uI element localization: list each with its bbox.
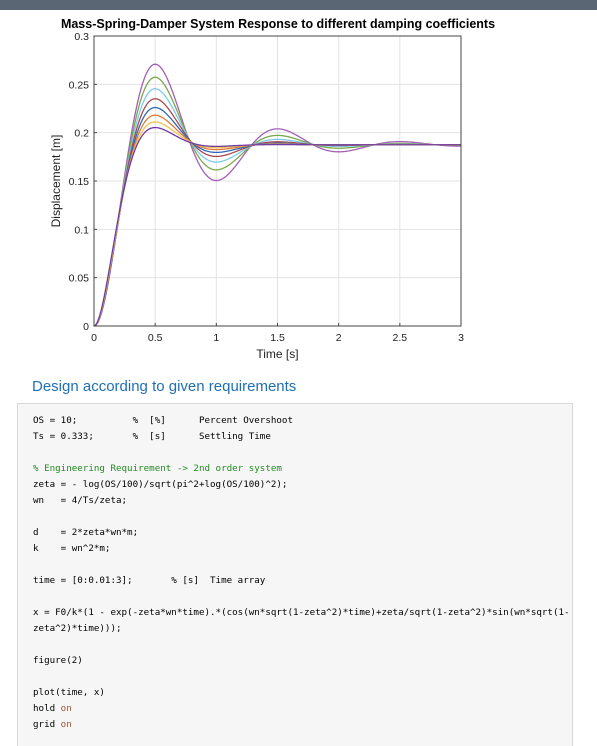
code-line: d = 2*zeta*wn*m; [33,527,139,538]
y-axis-label: Displacement [m] [49,135,63,228]
y-tick-label: 0 [83,321,89,333]
blank-line [33,509,572,525]
x-tick-label: 1 [213,332,219,344]
code-line: plot(time, x) [33,687,105,698]
figure: Mass-Spring-Damper System Response to di… [0,10,597,370]
y-tick-label: 0.15 [69,176,90,188]
code-text: grid [33,719,61,730]
code-line: hold on [33,701,572,717]
code-line: k = wn^2*m; [33,543,111,554]
code-line: grid on [33,717,572,733]
blank-line [33,669,572,685]
x-tick-label: 3 [458,332,464,344]
code-line: time = [0:0.01:3]; % [s] Time array [33,575,266,586]
y-tick-label: 0.25 [69,79,90,91]
response-curve [93,63,462,327]
x-tick-label: 1.5 [270,332,285,344]
code-line: OS = 10; % [%] Percent Overshoot [33,415,293,426]
blank-line [33,445,572,461]
code-line: figure(2) [33,655,83,666]
response-chart: Mass-Spring-Damper System Response to di… [49,17,495,361]
y-tick-label: 0.1 [74,224,89,236]
chart-title: Mass-Spring-Damper System Response to di… [61,17,495,31]
code-keyword: on [60,703,72,714]
response-curve [93,76,461,327]
x-tick-label: 0.5 [148,332,163,344]
y-tick-label: 0.05 [69,273,90,285]
blank-line [33,589,572,605]
code-line: zeta = - log(OS/100)/sqrt(pi^2+log(OS/10… [33,479,288,490]
code-block[interactable]: OS = 10; % [%] Percent Overshoot Ts = 0.… [17,403,573,746]
response-curve [93,126,461,327]
code-line: wn = 4/Ts/zeta; [33,495,128,506]
y-tick-label: 0.3 [74,31,89,43]
top-bar [0,0,597,10]
blank-line [33,557,572,573]
section-heading: Design according to given requirements [32,378,297,395]
x-tick-label: 0 [91,332,97,344]
code-keyword: on [60,719,72,730]
x-axis-label: Time [s] [256,347,298,361]
y-tick-label: 0.2 [74,128,89,140]
code-line: Ts = 0.333; % [s] Settling Time [33,431,271,442]
code-text: hold [33,703,61,714]
x-tick-label: 2 [336,332,342,344]
x-tick-label: 2.5 [393,332,408,344]
code-comment: % Engineering Requirement -> 2nd order s… [33,463,282,474]
blank-line [33,637,572,653]
code-line: x = F0/k*(1 - exp(-zeta*wn*time).*(cos(w… [33,607,570,634]
